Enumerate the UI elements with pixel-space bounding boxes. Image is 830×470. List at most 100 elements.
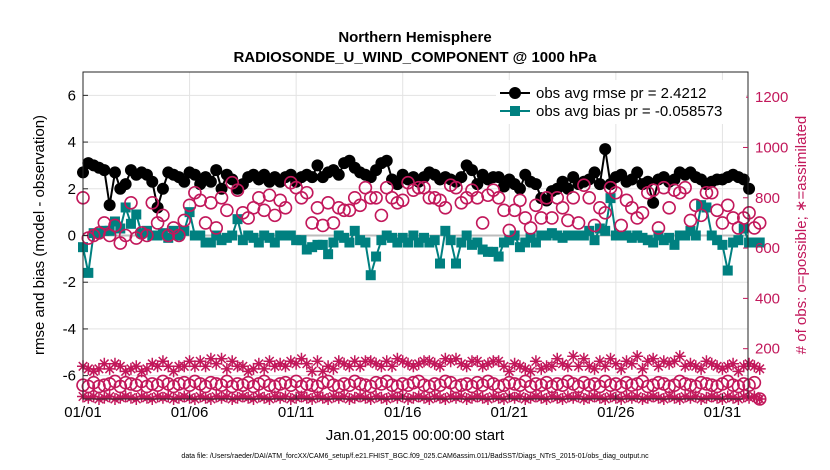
x-tick-label-2: 01/11 (278, 404, 314, 421)
x-tick-label-1: 01/06 (171, 404, 209, 421)
series-1-point-31 (243, 230, 254, 241)
series-4-point-60 (395, 377, 410, 391)
series-3-point-44 (311, 355, 324, 368)
series-5-point-49 (338, 390, 351, 403)
series-4-point-18 (172, 377, 186, 391)
series-3-point-19 (178, 360, 191, 373)
series-3-point-97 (593, 355, 606, 368)
series-3-point-4 (98, 357, 111, 370)
series-1-point-63 (413, 237, 424, 248)
series-1-point-126 (749, 237, 760, 248)
series-3-point-72 (460, 360, 473, 373)
series-3-point-14 (151, 360, 164, 373)
series-3-point-23 (199, 360, 212, 373)
series-0-point-107 (647, 196, 660, 209)
series-3-point-5 (103, 362, 116, 375)
series-2-point-12 (140, 228, 154, 243)
series-1-point-46 (323, 249, 334, 260)
series-5-point-48 (332, 391, 345, 404)
series-3-point-120 (716, 362, 729, 375)
series-3-point-94 (577, 352, 590, 365)
series-3-point-113 (679, 360, 692, 373)
series-3-point-31 (242, 365, 255, 378)
series-3-point-90 (556, 357, 569, 370)
series-2-point-110 (662, 201, 676, 215)
series-5-point-71 (455, 390, 468, 403)
series-5-point-12 (140, 391, 153, 404)
series-1-point-121 (722, 265, 733, 276)
series-5-point-89 (551, 391, 564, 404)
series-1-point-109 (658, 235, 669, 246)
series-1-point-89 (552, 230, 563, 241)
series-2-point-85 (529, 198, 543, 213)
series-0 (77, 143, 756, 214)
series-1-point-69 (445, 235, 456, 246)
series-5-point-122 (727, 391, 740, 404)
series-5-point-41 (295, 390, 308, 403)
series-1-point-104 (632, 230, 643, 241)
series-3-point-109 (657, 355, 670, 368)
series-0-point-96 (588, 166, 601, 179)
series-3-point-2 (87, 365, 100, 378)
series-0-point-98 (599, 143, 612, 156)
series-2-point-75 (475, 216, 490, 230)
series-1-point-70 (450, 258, 461, 269)
series-1-point-16 (163, 232, 174, 243)
series-5-point-14 (151, 390, 164, 403)
series-5-point-36 (268, 390, 281, 403)
series-5-point-97 (593, 391, 606, 404)
series-1-point-55 (371, 251, 382, 262)
series-0-point-124 (737, 173, 750, 186)
series-0-point-24 (204, 175, 217, 188)
series-5-point-127 (753, 393, 766, 405)
series-3-point-60 (396, 355, 409, 368)
series-1-point-50 (344, 237, 355, 248)
series-3-point-117 (700, 355, 713, 368)
series-3-point-111 (668, 355, 681, 368)
series-1-point-76 (482, 246, 493, 257)
series-0-point-8 (119, 178, 132, 191)
series-3-point-17 (167, 365, 180, 378)
y-ticks-right: 0 200 400 600 800 1000 1200 (743, 89, 788, 408)
series-1-point-98 (600, 225, 611, 236)
series-1-point-60 (397, 232, 408, 243)
series-1-point-35 (264, 232, 275, 243)
series-2-point-120 (715, 216, 730, 230)
series-5-point-77 (487, 390, 500, 403)
series-1-point-65 (424, 237, 435, 248)
series-2-point-101 (614, 218, 628, 233)
series-5-point-37 (274, 391, 287, 404)
series-1-point-71 (456, 237, 467, 248)
series-2-point-88 (545, 211, 559, 225)
series-3-point-30 (236, 360, 249, 373)
series-1-point-112 (674, 230, 685, 241)
series-2-point-100 (609, 185, 623, 200)
series-3-point-105 (636, 362, 649, 375)
series-3-point-118 (705, 357, 718, 370)
series-2-point-114 (683, 213, 698, 228)
y-axis-label-right: # of obs: o=possible; ∗=assimilated (793, 116, 810, 355)
series-0-point-85 (529, 178, 542, 191)
series-2-point-49 (337, 203, 351, 218)
series-5-point-63 (412, 390, 425, 403)
series-1-point-32 (248, 232, 259, 243)
x-tick-label-0: 01/01 (64, 404, 102, 421)
series-1-point-8 (120, 202, 131, 213)
series-3-point-112 (673, 350, 686, 363)
series-2-point-94 (577, 178, 591, 192)
series-5-point-42 (300, 391, 313, 404)
series-2-point-93 (571, 216, 586, 230)
series-1-point-64 (419, 232, 430, 243)
series-1-point-86 (536, 230, 547, 241)
series-1-point-26 (216, 235, 227, 246)
series-5-point-18 (172, 391, 185, 404)
series-4-point-64 (417, 378, 431, 392)
series-5-point-62 (407, 391, 420, 404)
series-5-point-113 (679, 390, 692, 403)
series-3-point-107 (647, 352, 660, 365)
series-5-point-56 (375, 391, 388, 404)
series-5-point-108 (652, 391, 665, 404)
series-5-point-27 (220, 390, 233, 403)
series-1-point-92 (568, 230, 579, 241)
series-1-point-40 (291, 235, 302, 246)
